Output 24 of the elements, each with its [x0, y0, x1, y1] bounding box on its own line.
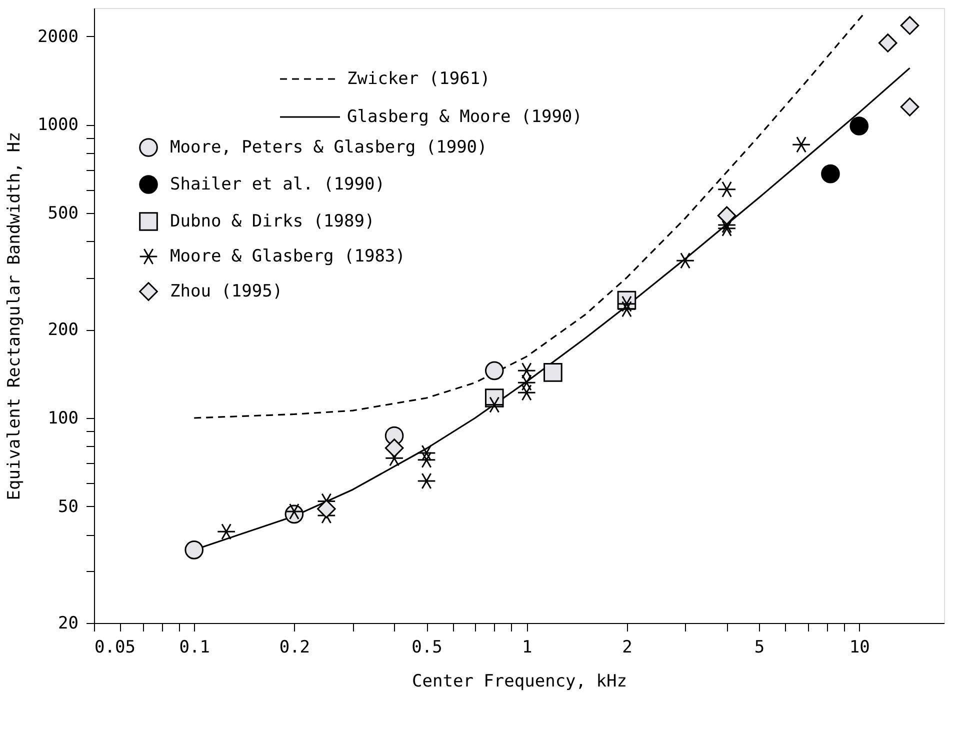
legend-label: Shailer et al. (1990) [170, 174, 385, 194]
legend-label: Zhou (1995) [170, 282, 283, 302]
x-tick-label: 2 [622, 638, 632, 658]
x-tick-label: 10 [849, 638, 870, 658]
legend-label: Glasberg & Moore (1990) [347, 107, 582, 127]
y-tick-label: 50 [58, 496, 78, 517]
legend-label: Zwicker (1961) [347, 69, 490, 89]
y-tick-label: 2000 [38, 26, 78, 47]
y-tick-label: 200 [48, 320, 78, 340]
y-tick-label: 20 [58, 614, 78, 634]
y-tick-label: 1000 [38, 115, 78, 136]
legend-label: Dubno & Dirks (1989) [170, 212, 375, 232]
legend-label: Moore & Glasberg (1983) [170, 246, 406, 266]
y-tick-label: 100 [48, 408, 78, 428]
y-axis-title: Equivalent Rectangular Bandwidth, Hz [4, 132, 25, 500]
x-tick-label: 1 [522, 638, 532, 658]
x-tick-label: 0.2 [279, 638, 310, 658]
x-tick-label: 0.5 [412, 638, 442, 658]
y-tick-label: 500 [48, 204, 78, 224]
legend-label: Moore, Peters & Glasberg (1990) [170, 138, 488, 158]
x-tick-label: 0.05 [94, 638, 136, 658]
x-tick-label: 0.1 [179, 638, 210, 658]
x-axis-title: Center Frequency, kHz [412, 672, 627, 692]
x-tick-label: 5 [754, 638, 765, 658]
